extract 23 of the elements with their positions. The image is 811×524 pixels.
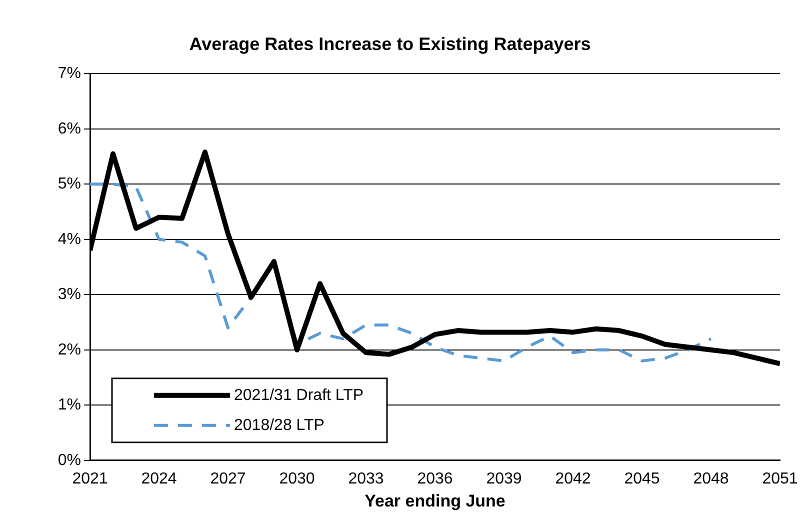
y-tick-label: 2%	[58, 341, 81, 358]
x-tick-label: 2036	[417, 470, 453, 488]
y-tick-label: 3%	[58, 286, 81, 304]
y-tick-label: 1%	[58, 396, 81, 414]
legend-label: 2018/28 LTP	[234, 416, 324, 434]
chart-title: Average Rates Increase to Existing Ratepayers	[189, 34, 591, 54]
x-tick-label: 2039	[486, 470, 522, 488]
y-tick-label: 6%	[58, 120, 81, 138]
x-tick-label: 2045	[624, 470, 660, 488]
legend-label: 2021/31 Draft LTP	[234, 386, 364, 404]
y-tick-label: 4%	[58, 230, 81, 248]
x-tick-label: 2033	[348, 470, 384, 488]
x-tick-label: 2027	[210, 470, 246, 488]
y-tick-label: 5%	[58, 176, 81, 193]
x-tick-label: 2051	[762, 470, 798, 488]
x-tick-label: 2024	[141, 470, 177, 488]
x-tick-label: 2021	[72, 470, 108, 488]
y-tick-label: 0%	[58, 452, 81, 469]
y-tick-label: 7%	[58, 65, 81, 82]
x-tick-label: 2030	[279, 470, 315, 488]
x-axis-title: Year ending June	[364, 491, 506, 510]
x-tick-label: 2042	[555, 470, 591, 488]
x-tick-label: 2048	[693, 470, 729, 488]
